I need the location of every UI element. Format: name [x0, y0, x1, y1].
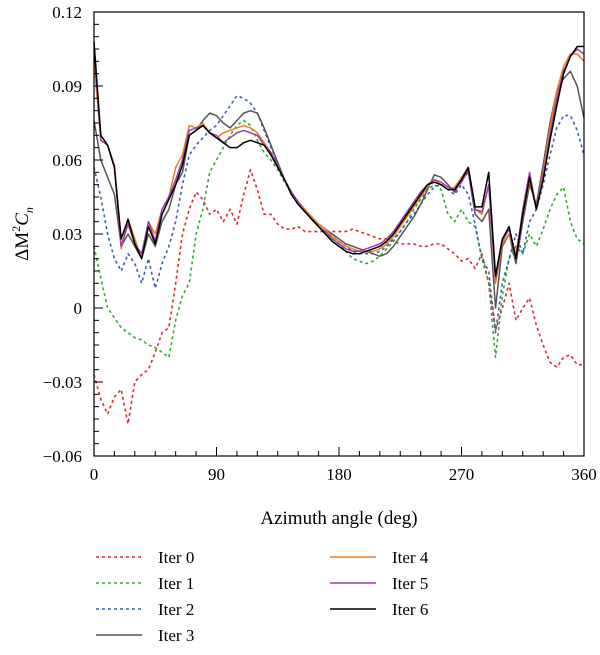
y-axis-title: ΔM2Cn [9, 207, 36, 261]
legend-label-iter-5: Iter 5 [392, 574, 428, 593]
legend-label-iter-6: Iter 6 [392, 600, 428, 619]
y-tick-label: 0.09 [52, 77, 82, 96]
y-axis-title-base: ΔM [12, 232, 33, 261]
y-axis-title-sub: n [22, 207, 36, 213]
y-axis: −0.06 −0.03 0 0.03 0.06 0.09 0.12 [43, 3, 103, 466]
series-line-iter-4 [93, 53, 585, 285]
x-tick-label: 360 [571, 465, 597, 484]
x-tick-label: 90 [208, 465, 225, 484]
y-tick-label: −0.03 [43, 373, 82, 392]
series-line-iter-6 [93, 41, 584, 277]
series-line-iter-5 [93, 46, 585, 280]
y-tick-label: 0.12 [52, 3, 82, 22]
legend: Iter 0 Iter 1 Iter 2 Iter 3 Iter 4 Iter 5 Iter… [96, 548, 429, 645]
series-line-iter-3 [93, 70, 585, 309]
x-tick-label: 270 [449, 465, 475, 484]
x-tick-label: 0 [90, 465, 99, 484]
legend-label-iter-3: Iter 3 [158, 626, 194, 645]
legend-label-iter-1: Iter 1 [158, 574, 194, 593]
y-tick-label: 0.03 [52, 225, 82, 244]
x-axis-title: Azimuth angle (deg) [260, 508, 417, 529]
plot-lines [93, 41, 585, 425]
legend-label-iter-4: Iter 4 [392, 548, 429, 567]
series-line-iter-2 [93, 95, 585, 334]
y-axis-title-mid: C [12, 213, 33, 226]
x-tick-label: 180 [326, 465, 352, 484]
series-line-iter-0 [93, 169, 584, 425]
y-tick-label: 0.06 [52, 151, 82, 170]
y-axis-title-sup: 2 [9, 226, 23, 232]
legend-label-iter-0: Iter 0 [158, 548, 194, 567]
legend-label-iter-2: Iter 2 [158, 600, 194, 619]
y-tick-label: −0.06 [43, 447, 82, 466]
y-tick-label: 0 [74, 299, 83, 318]
x-axis: 0 90 180 270 360 [90, 447, 597, 484]
